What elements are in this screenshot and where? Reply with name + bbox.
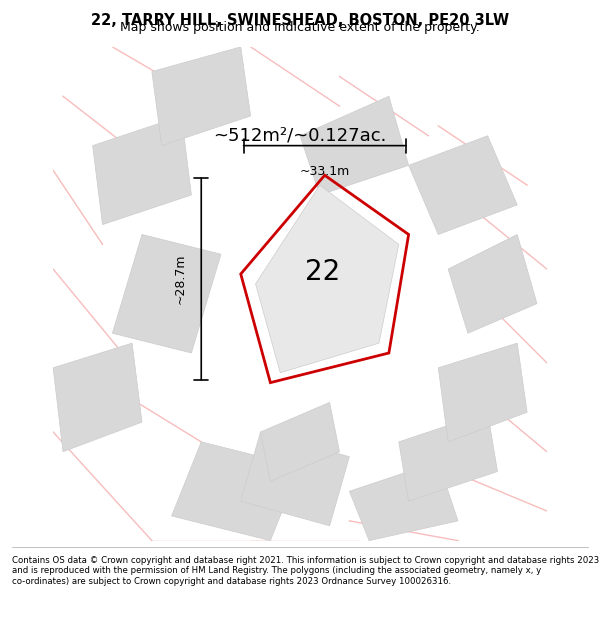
Text: ~33.1m: ~33.1m	[299, 166, 350, 178]
Text: ~512m²/~0.127ac.: ~512m²/~0.127ac.	[214, 127, 386, 145]
Polygon shape	[349, 462, 458, 541]
Polygon shape	[172, 442, 300, 541]
Text: Map shows position and indicative extent of the property.: Map shows position and indicative extent…	[120, 21, 480, 34]
Polygon shape	[409, 136, 517, 234]
Polygon shape	[300, 96, 409, 195]
Polygon shape	[152, 47, 251, 146]
Polygon shape	[256, 185, 399, 372]
Polygon shape	[53, 343, 142, 452]
Polygon shape	[399, 412, 497, 501]
Polygon shape	[241, 432, 349, 526]
Polygon shape	[92, 116, 191, 224]
Polygon shape	[448, 234, 537, 333]
Polygon shape	[112, 234, 221, 353]
Polygon shape	[438, 343, 527, 442]
Polygon shape	[260, 402, 340, 481]
Text: 22, TARRY HILL, SWINESHEAD, BOSTON, PE20 3LW: 22, TARRY HILL, SWINESHEAD, BOSTON, PE20…	[91, 13, 509, 28]
Text: ~28.7m: ~28.7m	[173, 254, 187, 304]
Text: Contains OS data © Crown copyright and database right 2021. This information is : Contains OS data © Crown copyright and d…	[12, 556, 599, 586]
Text: 22: 22	[305, 258, 340, 286]
